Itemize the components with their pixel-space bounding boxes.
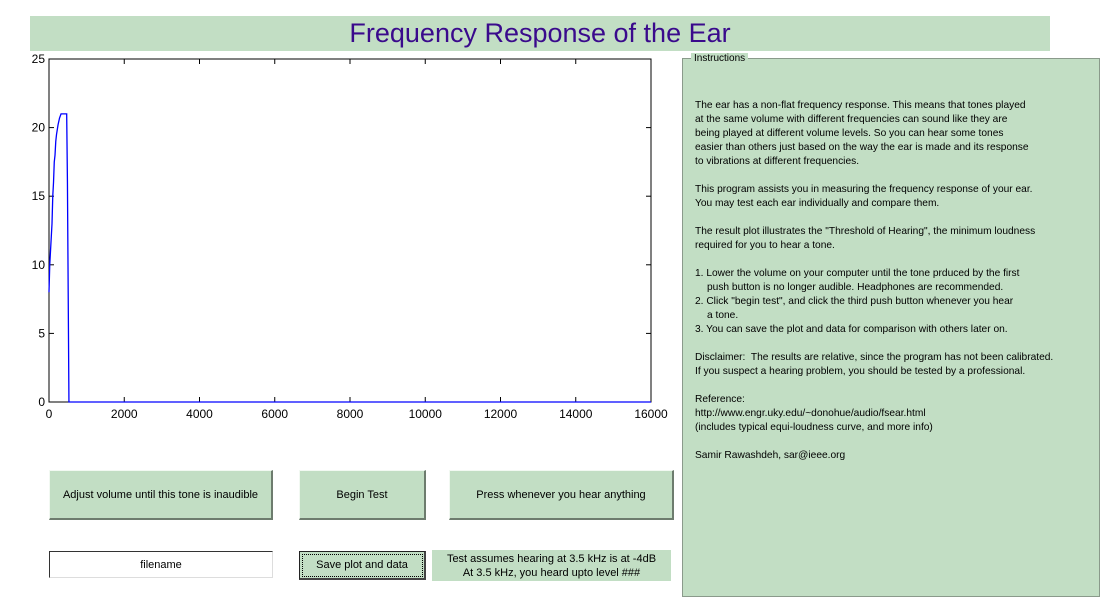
status-text: Test assumes hearing at 3.5 kHz is at -4… (432, 550, 671, 581)
step-1a: 1. Lower the volume on your computer unt… (695, 268, 1020, 279)
begin-test-button[interactable]: Begin Test (299, 470, 426, 520)
instructions-title: Instructions (691, 53, 749, 64)
step-2b: a tone. (707, 310, 739, 321)
x-tick-label: 6000 (261, 407, 288, 421)
x-tick-label: 12000 (484, 407, 518, 421)
y-tick-label: 0 (38, 395, 45, 409)
step-2a: 2. Click "begin test", and click the thi… (695, 296, 1014, 307)
x-tick-label: 4000 (186, 407, 213, 421)
hear-button[interactable]: Press whenever you hear anything (449, 470, 674, 520)
plot-area (48, 58, 652, 403)
status-line-1: Test assumes hearing at 3.5 kHz is at -4… (446, 553, 657, 565)
x-tick-label: 8000 (337, 407, 364, 421)
instructions-reference: Reference: http://www.engr.uky.edu/~dono… (695, 394, 933, 433)
y-tick-label: 25 (32, 52, 46, 66)
x-tick-label: 16000 (634, 407, 668, 421)
x-tick-label: 2000 (111, 407, 138, 421)
x-tick-label: 0 (46, 407, 53, 421)
instructions-paragraph-1: The ear has a non-flat frequency respons… (695, 100, 1029, 167)
instructions-disclaimer: Disclaimer: The results are relative, si… (695, 352, 1054, 377)
series-line (48, 113, 651, 403)
instructions-author: Samir Rawashdeh, sar@ieee.org (695, 450, 846, 461)
instructions-panel: Instructions The ear has a non-flat freq… (682, 53, 1100, 597)
step-1b: push button is no longer audible. Headph… (707, 282, 1004, 293)
app-title: Frequency Response of the Ear (349, 18, 731, 48)
x-tick-label: 14000 (559, 407, 593, 421)
y-tick-label: 10 (32, 258, 46, 272)
instructions-steps: 1. Lower the volume on your computer unt… (695, 267, 1095, 337)
y-tick-label: 20 (32, 121, 46, 135)
step-3: 3. You can save the plot and data for co… (695, 324, 1008, 335)
save-button[interactable]: Save plot and data (299, 551, 426, 580)
filename-input[interactable] (49, 551, 273, 578)
instructions-paragraph-3: The result plot illustrates the "Thresho… (695, 226, 1036, 251)
title-bar: Frequency Response of the Ear (30, 16, 1050, 51)
y-tick-label: 5 (38, 326, 45, 340)
x-tick-label: 10000 (409, 407, 443, 421)
adjust-volume-button[interactable]: Adjust volume until this tone is inaudib… (49, 470, 273, 520)
status-line-2: At 3.5 kHz, you heard upto level ### (462, 567, 641, 579)
instructions-paragraph-2: This program assists you in measuring th… (695, 184, 1033, 209)
instructions-text: The ear has a non-flat frequency respons… (695, 99, 1095, 477)
y-tick-label: 15 (32, 189, 46, 203)
threshold-plot: 0 2000 4000 6000 8000 10000 12000 14000 16000 0 5 1… (32, 52, 668, 421)
